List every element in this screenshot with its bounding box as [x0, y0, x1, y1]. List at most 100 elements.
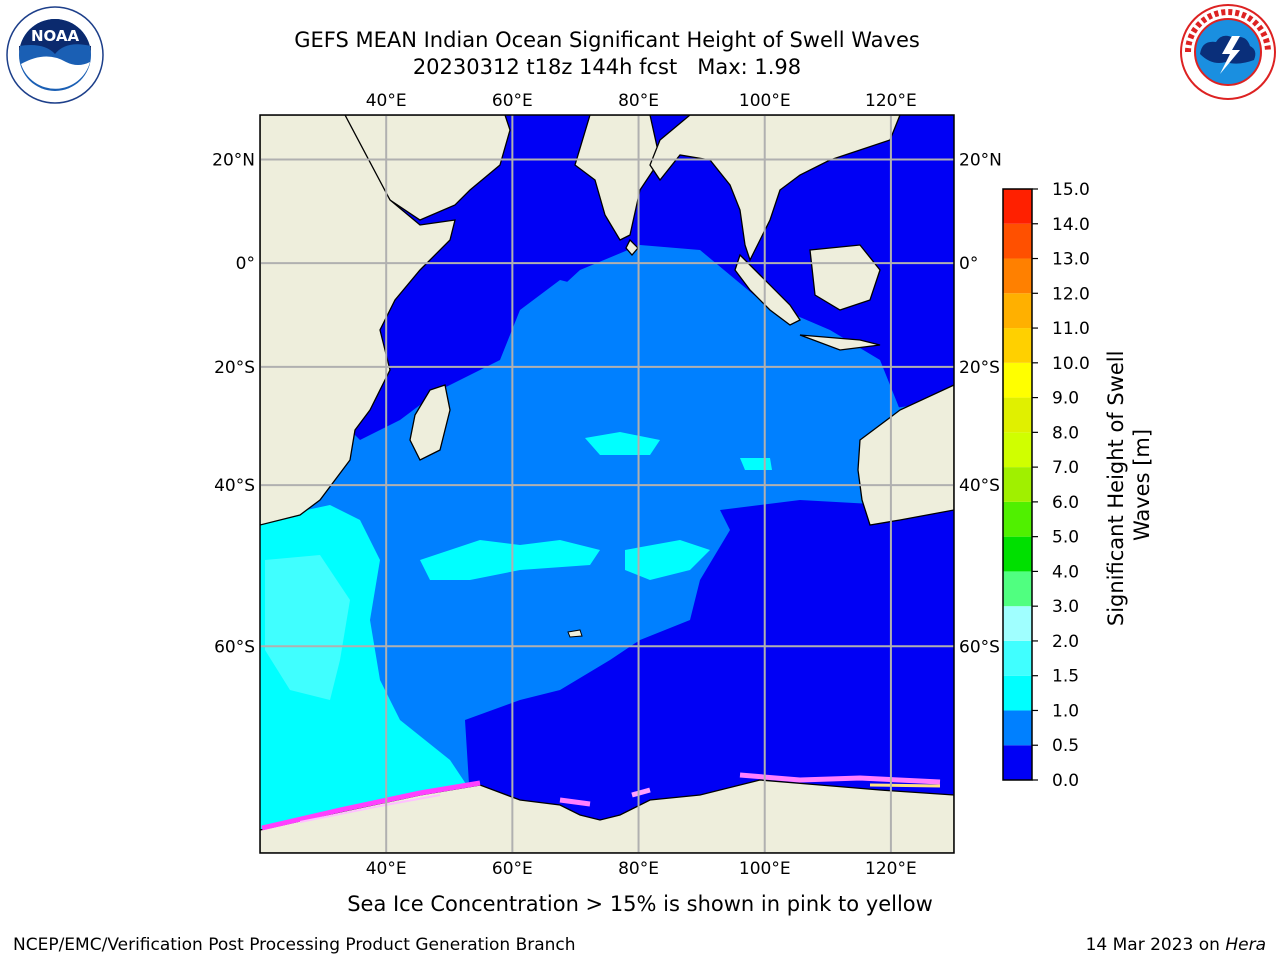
- ocean-mid-patch-2: [625, 540, 710, 580]
- colorbar-tick-label-4: 2.0: [1052, 632, 1079, 652]
- lon-label-top-0: 40°E: [366, 91, 407, 111]
- colorbar-tick-label-17: 15.0: [1052, 180, 1090, 200]
- colorbar-title-line2: Waves [m]: [1130, 429, 1154, 541]
- map-area: [260, 115, 954, 853]
- colorbar-segment-3: [1003, 640, 1032, 676]
- noaa-logo-icon: NOAA: [6, 6, 104, 104]
- lat-labels-right: 20°N 0° 20°S 40°S 60°S: [959, 151, 1002, 658]
- colorbar-tick-label-3: 1.5: [1052, 667, 1079, 687]
- colorbar-tick-label-9: 7.0: [1052, 458, 1079, 478]
- land-africa: [260, 115, 456, 526]
- sea-ice-central: [559, 797, 591, 807]
- ocean-verylow-south: [465, 500, 954, 820]
- colorbar-segment-4: [1003, 606, 1032, 641]
- lat-label-left-4: 60°S: [214, 637, 255, 657]
- colorbar-tick-label-1: 0.5: [1052, 736, 1079, 756]
- sea-ice-west: [261, 780, 481, 831]
- lon-label-bottom-1: 60°E: [492, 859, 533, 879]
- lat-labels-left: 20°N 0° 20°S 40°S 60°S: [212, 151, 255, 658]
- colorbar-tick-label-2: 1.0: [1052, 701, 1079, 721]
- map-gridlines: [260, 115, 954, 853]
- lat-label-left-1: 0°: [236, 254, 255, 274]
- lat-label-left-3: 40°S: [214, 476, 255, 496]
- lat-label-right-1: 0°: [959, 254, 978, 274]
- colorbar-tick-labels: 0.0 0.5 1.0 1.5 2.0 3.0 4.0 5.0 6.0 7.0 8.0 9.0 10.0…: [1032, 180, 1090, 791]
- colorbar-tick-label-6: 4.0: [1052, 562, 1079, 582]
- colorbar-tick-label-12: 10.0: [1052, 354, 1090, 374]
- colorbar-segment-5: [1003, 571, 1032, 607]
- lat-label-left-2: 20°S: [214, 358, 255, 378]
- ocean-mid-patch-3: [585, 432, 660, 455]
- land-kerguelen: [567, 629, 583, 638]
- lon-label-top-3: 100°E: [739, 91, 791, 111]
- lat-label-right-0: 20°N: [959, 151, 1002, 171]
- colorbar-segment-15: [1003, 223, 1032, 259]
- colorbar-title: Significant Height of Swell Waves [m]: [1104, 344, 1154, 626]
- footer-date: 14 Mar 2023 on Hera: [1086, 932, 1266, 958]
- colorbar-segment-16: [1003, 189, 1032, 224]
- lat-label-right-4: 60°S: [959, 637, 1000, 657]
- ocean-mid-patch-4: [740, 458, 772, 470]
- colorbar-segment-1: [1003, 710, 1032, 746]
- sea-ice-east: [739, 772, 941, 785]
- lon-label-top-1: 60°E: [492, 91, 533, 111]
- land-australia: [857, 384, 954, 526]
- footer-credit: NCEP/EMC/Verification Post Processing Pr…: [13, 935, 576, 955]
- lat-label-right-3: 40°S: [959, 476, 1000, 496]
- colorbar-segment-13: [1003, 293, 1032, 329]
- colorbar-tick-label-13: 11.0: [1052, 319, 1090, 339]
- colorbar-tick-label-14: 12.0: [1052, 284, 1090, 304]
- noaa-logo-text: NOAA: [31, 27, 80, 45]
- land-sumatra: [734, 253, 801, 326]
- colorbar-segment-10: [1003, 397, 1032, 433]
- national-weather-service-logo-icon: [1180, 4, 1276, 100]
- land-java: [799, 334, 881, 351]
- footer-host: Hera: [1225, 935, 1266, 955]
- land-borneo: [809, 244, 881, 311]
- chart-subtitle: 20230312 t18z 144h fcst Max: 1.98: [412, 55, 802, 79]
- colorbar-tick-label-8: 6.0: [1052, 493, 1079, 513]
- sea-ice-central-2: [631, 787, 651, 798]
- sea-ice-west-inner: [299, 794, 441, 823]
- colorbar-segment-7: [1003, 501, 1032, 537]
- colorbar-segment-12: [1003, 328, 1032, 363]
- lon-label-top-4: 120°E: [865, 91, 917, 111]
- sea-ice-note: Sea Ice Concentration > 15% is shown in …: [347, 892, 933, 916]
- lat-label-left-0: 20°N: [212, 151, 255, 171]
- colorbar-segment-6: [1003, 536, 1032, 572]
- lat-label-right-2: 20°S: [959, 358, 1000, 378]
- chart-title: GEFS MEAN Indian Ocean Significant Heigh…: [294, 28, 920, 52]
- lon-label-bottom-2: 80°E: [618, 859, 659, 879]
- colorbar-tick-label-0: 0.0: [1052, 771, 1079, 791]
- colorbar: [1003, 189, 1032, 780]
- lon-label-bottom-3: 100°E: [739, 859, 791, 879]
- colorbar-tick-label-7: 5.0: [1052, 528, 1079, 548]
- footer-date-text: 14 Mar 2023 on: [1085, 935, 1226, 955]
- colorbar-segment-14: [1003, 258, 1032, 294]
- colorbar-tick-label-10: 8.0: [1052, 423, 1079, 443]
- sea-ice-edge: [261, 772, 941, 831]
- ocean-mid-patch-1: [420, 540, 600, 580]
- lon-labels-top: 40°E 60°E 80°E 100°E 120°E: [366, 91, 917, 111]
- lon-label-bottom-0: 40°E: [366, 859, 407, 879]
- colorbar-segment-11: [1003, 362, 1032, 398]
- colorbar-tick-label-15: 13.0: [1052, 250, 1090, 270]
- colorbar-tick-label-16: 14.0: [1052, 215, 1090, 235]
- ocean-low-central: [500, 245, 900, 420]
- lon-label-bottom-4: 120°E: [865, 859, 917, 879]
- sea-ice-east-yellow: [869, 783, 941, 788]
- colorbar-segment-9: [1003, 432, 1032, 468]
- land-sri-lanka: [625, 238, 639, 256]
- colorbar-tick-label-5: 3.0: [1052, 597, 1079, 617]
- colorbar-segment-8: [1003, 467, 1032, 502]
- colorbar-segment-2: [1003, 675, 1032, 711]
- lon-labels-bottom: 40°E 60°E 80°E 100°E 120°E: [366, 859, 917, 879]
- colorbar-tick-label-11: 9.0: [1052, 389, 1079, 409]
- lon-label-top-2: 80°E: [618, 91, 659, 111]
- ocean-high-southwest: [265, 555, 350, 700]
- colorbar-title-line1: Significant Height of Swell: [1104, 351, 1128, 627]
- colorbar-frame: [1002, 188, 1033, 781]
- map-frame: [259, 114, 955, 854]
- land-madagascar: [409, 384, 451, 461]
